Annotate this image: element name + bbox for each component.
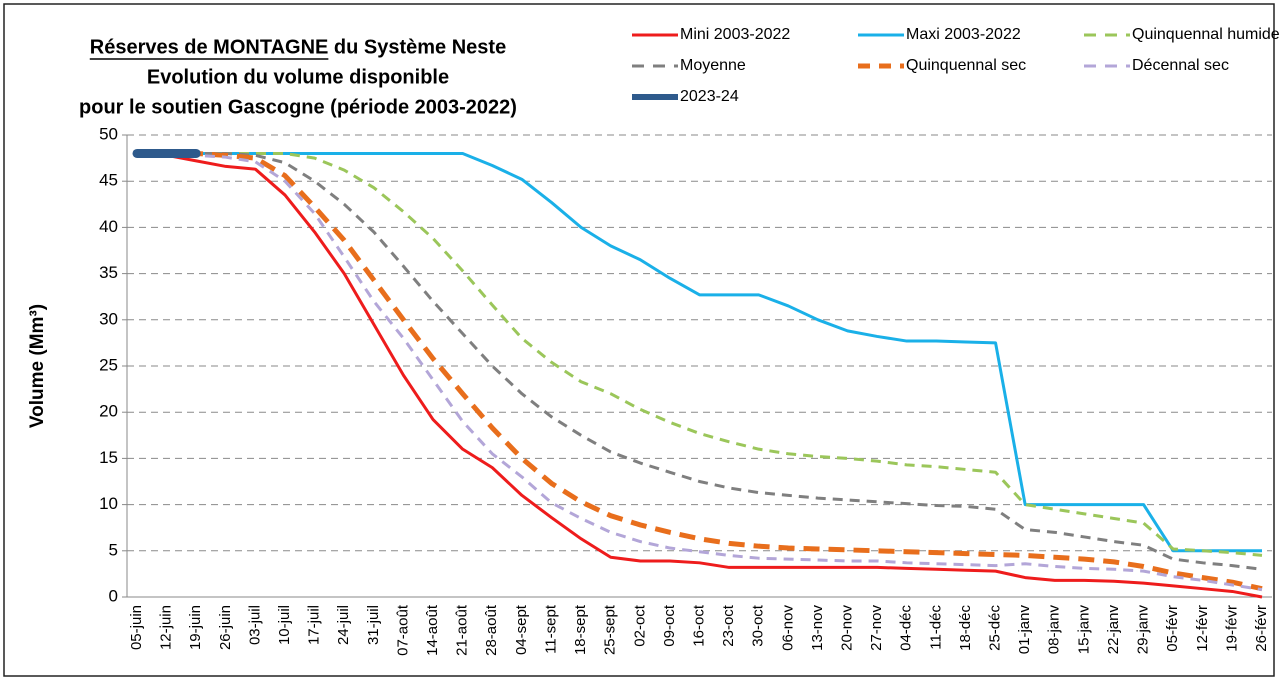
- x-tick-label: 08-janv: [1046, 605, 1063, 655]
- legend-label: Moyenne: [680, 57, 746, 74]
- y-tick-label: 0: [109, 586, 118, 605]
- chart-title: pour le soutien Gascogne (période 2003-2…: [79, 96, 517, 118]
- x-tick-label: 26-févr: [1253, 605, 1270, 652]
- frame: [3, 3, 1275, 677]
- x-tick-label: 11-sept: [542, 604, 559, 654]
- x-tick-label: 18-sept: [572, 604, 589, 655]
- x-tick-label: 19-juin: [187, 605, 204, 650]
- x-tick-label: 05-févr: [1164, 605, 1181, 652]
- y-tick-label: 50: [99, 124, 118, 143]
- x-tick-label: 13-nov: [809, 605, 826, 651]
- series-line: [137, 151, 1262, 553]
- legend-label: Mini 2003-2022: [680, 26, 790, 43]
- x-tick-label: 15-janv: [1075, 605, 1092, 655]
- x-tick-label: 29-janv: [1135, 605, 1152, 655]
- legend-label: Décennal sec: [1132, 57, 1229, 74]
- x-tick-label: 05-juin: [128, 605, 145, 650]
- x-tick-label: 22-janv: [1105, 605, 1122, 655]
- legend-label: Maxi 2003-2022: [906, 26, 1021, 43]
- title: Réserves de MONTAGNE du Système Neste Evo…: [79, 36, 517, 118]
- x-tick-label: 21-août: [454, 604, 471, 656]
- x-tick-label: 26-juin: [217, 605, 234, 650]
- y-axis-label: Volume (Mm³): [27, 304, 48, 428]
- series-line: [137, 150, 1263, 592]
- y-tick-label: 10: [99, 494, 118, 513]
- chart-title: Evolution du volume disponible: [147, 66, 449, 88]
- chart-title: Réserves de MONTAGNE du Système Neste: [90, 36, 506, 58]
- x-tick-label: 24-juil: [335, 605, 352, 645]
- x-tick-label: 27-nov: [868, 605, 885, 651]
- x-tick-label: 04-sept: [513, 604, 530, 655]
- x-tick-label: 23-oct: [720, 604, 737, 647]
- series-line: [136, 151, 1263, 599]
- x-tick-label: 14-août: [424, 604, 441, 656]
- x-tick-label: 19-févr: [1223, 605, 1240, 652]
- series-line: [137, 151, 1263, 592]
- y-tick-label: 25: [99, 355, 118, 374]
- x-tick-label: 01-janv: [1016, 605, 1033, 655]
- x-tick-label: 25-sept: [602, 604, 619, 655]
- y-tick-label: 35: [99, 263, 118, 282]
- x-tick-label: 11-déc: [927, 605, 944, 650]
- x-tick-label: 16-oct: [690, 604, 707, 647]
- x-tick-label: 12-juin: [158, 605, 175, 650]
- x-tick-label: 03-juil: [246, 605, 263, 645]
- series-line: [137, 151, 1263, 571]
- x-tick-label: 12-févr: [1194, 605, 1211, 652]
- y-tick-label: 40: [99, 217, 118, 236]
- x-tick-label: 31-juil: [365, 605, 382, 645]
- legend-label: 2023-24: [680, 88, 739, 105]
- x-tick-label: 30-oct: [750, 604, 767, 647]
- legend-label: Quinquennal sec: [906, 57, 1026, 74]
- legend-label: Quinquennal humide: [1132, 26, 1280, 43]
- y-tick-label: 45: [99, 171, 118, 190]
- x-tick-label: 09-oct: [661, 604, 678, 647]
- x-tick-label: 17-juil: [306, 605, 323, 645]
- x-tick-label: 20-nov: [838, 605, 855, 651]
- y-tick-label: 20: [99, 402, 118, 421]
- y-tick-label: 15: [99, 448, 118, 467]
- x-tick-label: 06-nov: [779, 605, 796, 651]
- x-tick-label: 18-déc: [957, 605, 974, 651]
- x-tick-label: 07-août: [394, 604, 411, 656]
- x-tick-label: 25-déc: [987, 605, 1004, 651]
- x-tick-label: 02-oct: [631, 604, 648, 647]
- x-tick-label: 10-juil: [276, 605, 293, 645]
- y-tick-label: 30: [99, 309, 118, 328]
- series-line: [137, 151, 1263, 557]
- x-tick-label: 04-déc: [898, 605, 915, 651]
- y-tick-label: 5: [109, 540, 118, 559]
- x-tick-label: 28-août: [483, 604, 500, 656]
